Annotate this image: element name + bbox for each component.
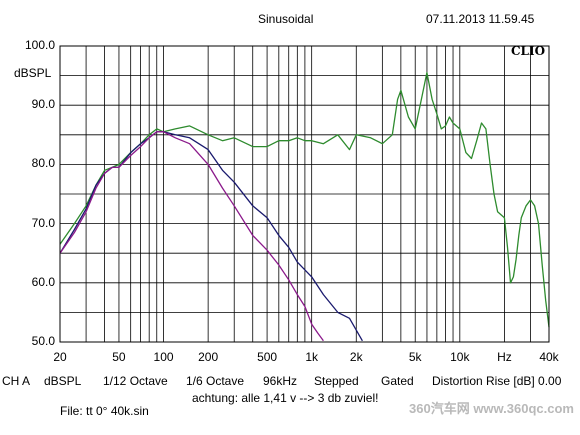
x-tick-label: 1k	[305, 350, 319, 364]
x-tick-label: 40k	[539, 350, 559, 364]
x-tick-label: 20	[53, 350, 67, 364]
y-tick-label: 70.0	[31, 215, 55, 230]
series-line-3	[59, 131, 324, 342]
grid-lines	[60, 46, 549, 342]
y-tick-label: 50.0	[31, 334, 55, 348]
x-tick-label: 100	[153, 350, 174, 364]
note-line: achtung: alle 1,41 v --> 3 db zuviel!	[192, 391, 379, 405]
x-tick-label: 10k	[450, 350, 470, 364]
y-tick-label: 90.0	[31, 97, 55, 112]
setting-item: Distortion Rise [dB] 0.00	[432, 374, 562, 388]
x-tick-label: 50	[112, 350, 126, 364]
y-axis-label: dBSPL	[14, 66, 52, 80]
series-line-2	[59, 131, 363, 342]
file-name: File: tt 0° 40k.sin	[60, 404, 149, 418]
y-tick-label: 60.0	[31, 274, 55, 289]
y-tick-label: 80.0	[31, 156, 55, 171]
setting-item: Stepped	[314, 374, 359, 388]
setting-item: CH A	[2, 374, 31, 388]
measurement-mode: Sinusoidal	[258, 12, 314, 26]
x-tick-label: 5k	[408, 350, 422, 364]
setting-item: dBSPL	[44, 374, 82, 388]
setting-item: 1/6 Octave	[186, 374, 245, 388]
x-tick-label: Hz	[497, 350, 512, 364]
y-tick-label: 100.0	[24, 38, 55, 52]
series-layer	[59, 71, 550, 342]
setting-item: Gated	[381, 374, 414, 388]
setting-item: 1/12 Octave	[103, 374, 168, 388]
setting-item: 96kHz	[263, 374, 298, 388]
measurement-timestamp: 07.11.2013 11.59.45	[426, 12, 535, 26]
x-tick-label: 200	[198, 350, 219, 364]
x-tick-label: 2k	[349, 350, 363, 364]
x-tick-label: 500	[257, 350, 278, 364]
watermark: 360汽车网 www.360qc.com	[409, 401, 574, 416]
brand-logo: CLIO	[511, 44, 546, 58]
plot-frame	[59, 45, 550, 343]
